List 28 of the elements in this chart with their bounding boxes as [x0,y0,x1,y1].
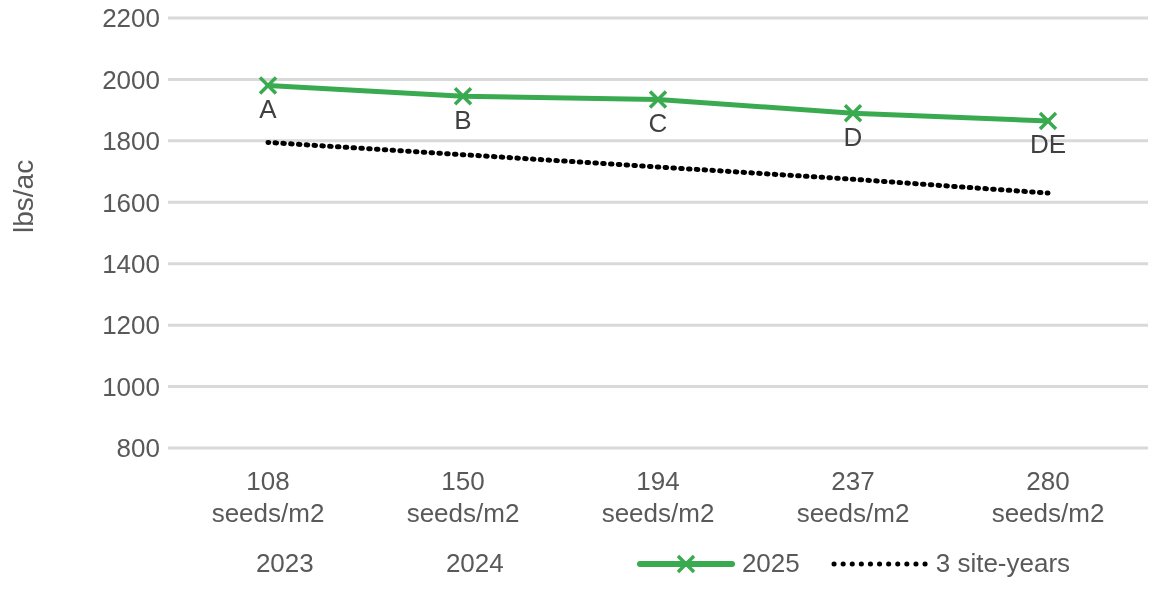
point [258,75,278,96]
point [648,89,668,110]
x-tick-label: 150 seeds/m2 [406,466,520,528]
y-axis-title: lbs/ac [7,159,39,233]
annotation: D [843,121,863,152]
x-tick-label: 280 seeds/m2 [991,466,1105,528]
y-tick-label: 1400 [102,248,160,279]
point [843,103,863,123]
text: 2024 [445,548,504,579]
y-tick-label: 1600 [102,187,160,218]
y-tick-label: 800 [116,433,160,464]
y-tick-label: 2200 [102,3,160,34]
x-tick-label: 108 seeds/m2 [211,466,325,528]
point [1038,111,1058,131]
legend-label: 2025 [741,548,800,579]
y-tick-label: 1800 [102,126,160,157]
y-tick-label: 2000 [102,64,160,95]
x-tick-label: 194 seeds/m2 [601,466,715,528]
y-tick-label: 1000 [102,371,160,402]
annotation: A [259,94,278,125]
annotation: C [648,107,668,138]
y-tick-label: 1200 [102,310,160,341]
text: 2023 [255,548,314,579]
annotation: B [454,104,472,135]
annotation: DE [1029,129,1067,160]
legend-label: 3 site-years [935,548,1071,579]
point [453,86,473,107]
x-tick-label: 237 seeds/m2 [796,466,910,528]
